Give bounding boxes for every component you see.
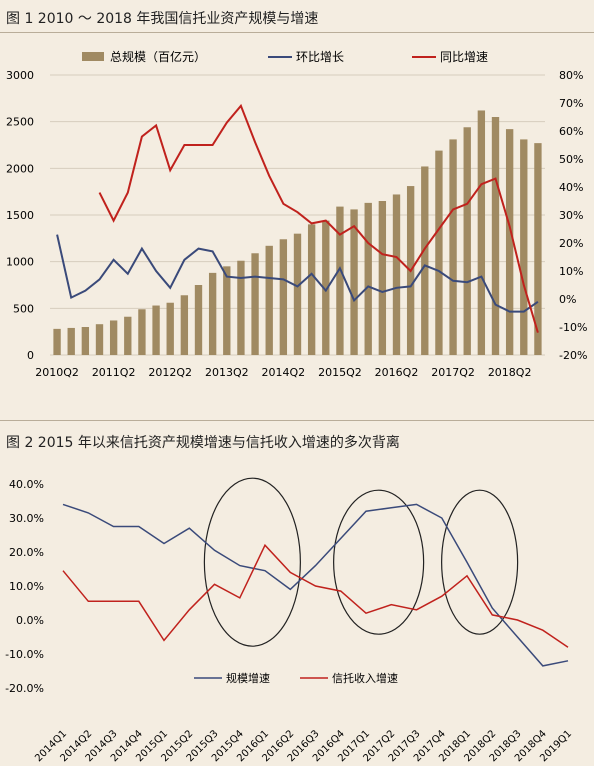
right-tick-label: 40% <box>559 181 583 194</box>
bar <box>505 129 514 355</box>
right-tick-label: 30% <box>559 209 583 222</box>
right-tick-label: 10% <box>559 265 583 278</box>
figure-2-legend: 规模增速 信托收入增速 <box>194 671 398 685</box>
figure-2-title: 图 2 2015 年以来信托资产规模增速与信托收入增速的多次背离 <box>6 435 400 451</box>
figure-1-lines <box>56 103 539 333</box>
x-tick-label: 2011Q2 <box>92 366 136 379</box>
bar <box>138 309 146 355</box>
bar <box>237 260 245 355</box>
figure-2-divergence-ellipses <box>203 477 519 647</box>
left-tick-label: 2000 <box>6 162 34 175</box>
left-tick-label: 2500 <box>6 116 34 129</box>
x-tick-label: 2017Q2 <box>431 366 475 379</box>
left-tick-label: 1000 <box>6 256 34 269</box>
bar <box>392 194 401 355</box>
figure-2-x-axis: 2014Q12014Q22014Q32014Q42015Q12015Q22015… <box>33 728 574 764</box>
figure-2-lines <box>62 503 569 667</box>
qoq-line <box>56 234 539 313</box>
bar <box>95 324 104 355</box>
right-tick-label: 50% <box>559 153 583 166</box>
bar <box>53 328 61 355</box>
y-tick-label: 10.0% <box>9 580 44 593</box>
figure-1-left-axis: 0 500 1000 1500 2000 2500 3000 <box>6 69 34 362</box>
bar <box>279 239 288 355</box>
bar <box>265 245 273 355</box>
figure-1-bars <box>53 110 542 356</box>
legend-qoq-label: 环比增长 <box>296 50 344 64</box>
yoy-line <box>98 103 539 333</box>
left-tick-label: 500 <box>13 302 34 315</box>
figure-1-title: 图 1 2010 ～ 2018 年我国信托业资产规模与增速 <box>6 11 319 27</box>
bar <box>477 110 486 355</box>
bar <box>194 285 203 355</box>
x-tick-label: 2014Q2 <box>262 366 306 379</box>
bar <box>449 139 457 355</box>
right-tick-label: 20% <box>559 237 583 250</box>
right-tick-label: -20% <box>559 349 587 362</box>
right-tick-label: -10% <box>559 321 587 334</box>
right-tick-label: 0% <box>559 293 576 306</box>
bar <box>251 253 259 355</box>
y-tick-label: 20.0% <box>9 546 44 559</box>
right-tick-label: 60% <box>559 125 583 138</box>
y-tick-label: -20.0% <box>5 682 44 695</box>
figure-1-x-axis: 2010Q2 2011Q2 2012Q2 2013Q2 2014Q2 2015Q2 2016… <box>35 366 531 379</box>
right-tick-label: 70% <box>559 97 583 110</box>
figure-2-y-axis: -20.0% -10.0% 0.0% 10.0% 20.0% 30.0% 40.0% <box>5 478 44 695</box>
bar <box>491 117 500 355</box>
bar <box>322 220 330 355</box>
bar <box>534 143 542 355</box>
income-growth-line <box>62 543 569 648</box>
bar <box>67 327 75 355</box>
x-tick-label: 2018Q2 <box>488 366 532 379</box>
y-tick-label: 40.0% <box>9 478 44 491</box>
left-tick-label: 0 <box>27 349 34 362</box>
y-tick-label: 30.0% <box>9 512 44 525</box>
bar <box>307 224 316 355</box>
x-tick-label: 2015Q2 <box>318 366 362 379</box>
x-tick-label: 2010Q2 <box>35 366 79 379</box>
bar <box>350 209 358 355</box>
bar <box>109 320 118 355</box>
legend-bar-swatch <box>82 52 104 61</box>
x-tick-label: 2012Q2 <box>148 366 192 379</box>
bar <box>520 139 528 355</box>
bar <box>463 127 471 356</box>
bar <box>166 302 174 355</box>
left-tick-label: 3000 <box>6 69 34 82</box>
bar <box>223 266 231 355</box>
bar <box>180 295 189 355</box>
bar <box>208 272 217 355</box>
figure-2-chart: -20.0% -10.0% 0.0% 10.0% 20.0% 30.0% 40.0% 201… <box>5 477 574 764</box>
y-tick-label: 0.0% <box>16 614 44 627</box>
y-tick-label: -10.0% <box>5 648 44 661</box>
figure-1-divider <box>0 32 594 33</box>
divergence-ellipse <box>441 489 519 635</box>
right-tick-label: 80% <box>559 69 583 82</box>
bar <box>364 202 372 355</box>
figure-1-legend: 总规模（百亿元） 环比增长 同比增速 <box>82 49 488 64</box>
legend-yoy-label: 同比增速 <box>440 50 488 64</box>
figure-1-chart: 总规模（百亿元） 环比增长 同比增速 0 500 1000 1500 2000 2500 3… <box>6 49 587 379</box>
legend-scale-label: 规模增速 <box>226 671 270 685</box>
bar <box>124 316 132 355</box>
bar <box>293 233 302 355</box>
bar <box>336 206 344 355</box>
bar <box>81 327 90 355</box>
figure-1-right-axis: -20% -10% 0% 10% 20% 30% 40% 50% 60% 70% 80% <box>559 69 587 362</box>
legend-bar-label: 总规模（百亿元） <box>110 49 206 64</box>
left-tick-label: 1500 <box>6 209 34 222</box>
x-tick-label: 2016Q2 <box>375 366 419 379</box>
scale-growth-line <box>62 503 569 667</box>
x-tick-label: 2013Q2 <box>205 366 249 379</box>
divergence-ellipse <box>203 477 301 647</box>
bar <box>421 166 429 355</box>
bar <box>152 305 160 355</box>
divergence-ellipse <box>333 489 425 635</box>
bar <box>435 150 443 355</box>
figure-separator <box>0 420 594 421</box>
legend-income-label: 信托收入增速 <box>332 671 398 685</box>
bar <box>378 201 387 355</box>
